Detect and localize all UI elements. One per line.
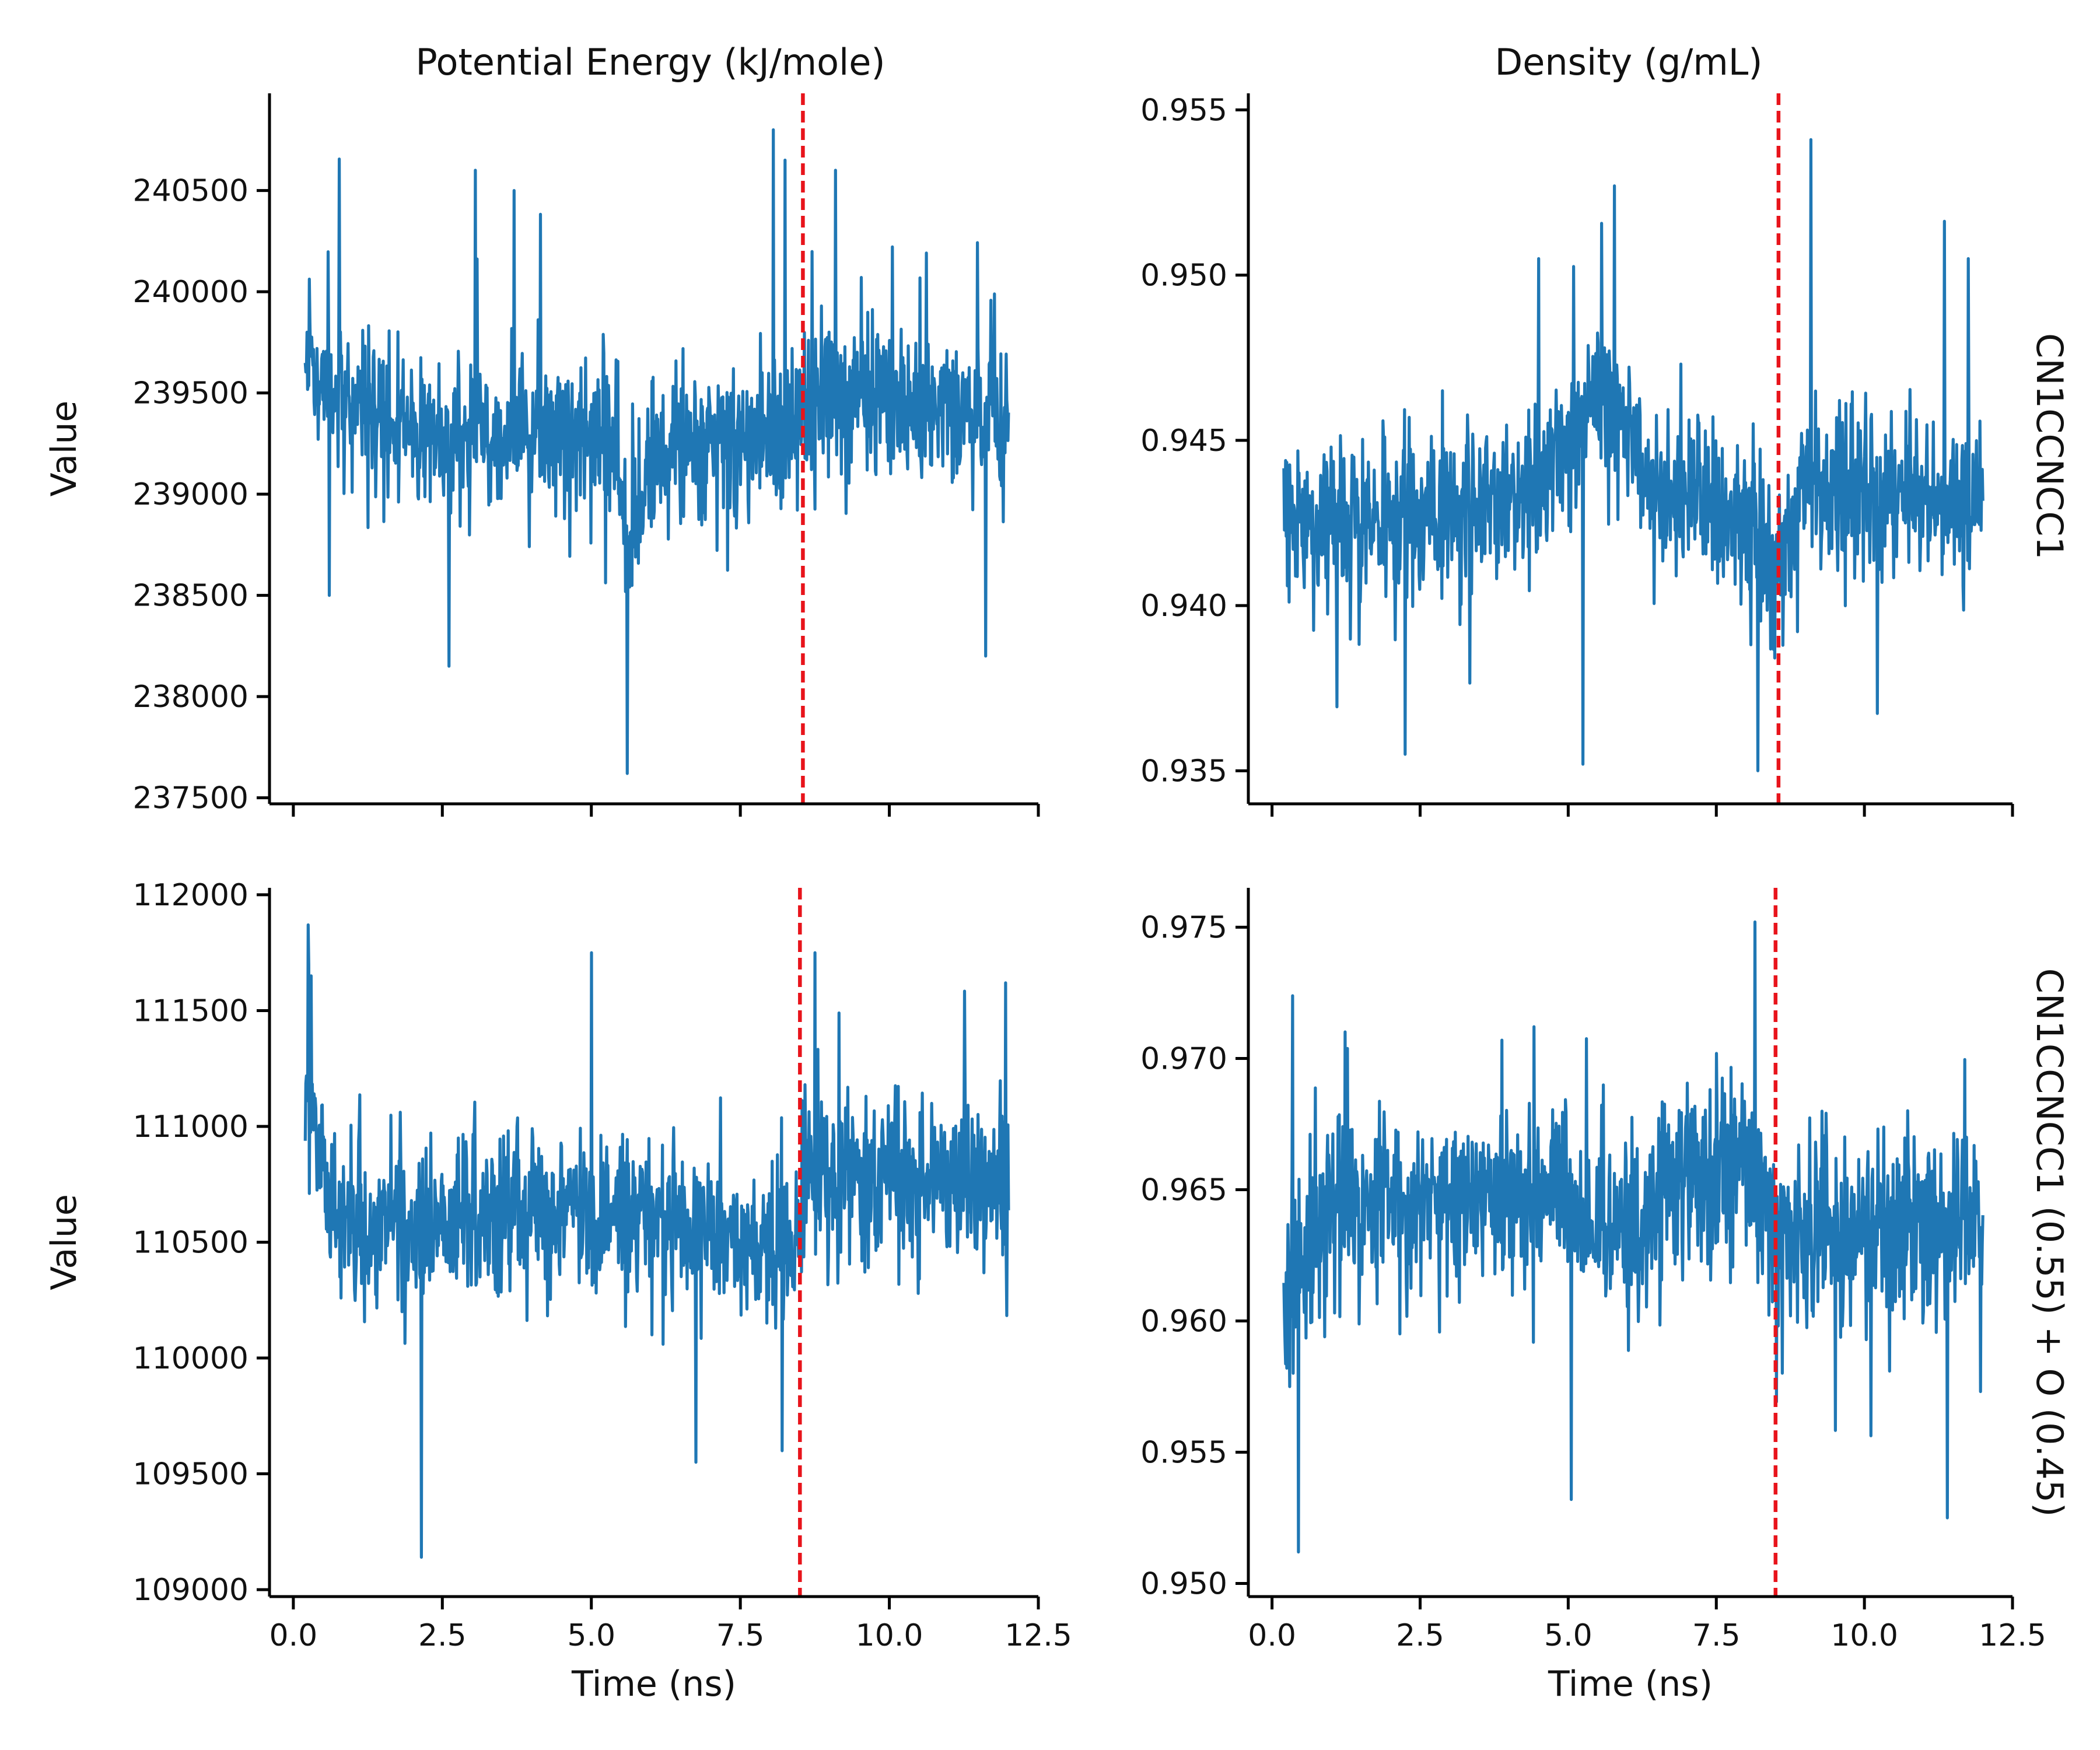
y-tick-label: 238000 bbox=[132, 680, 249, 715]
panel-2: 0.935 0.940 0.945 0.950 0.955 bbox=[1140, 93, 2014, 817]
panels: 237500 238000 238500 239000 239500 240000 2405… bbox=[44, 93, 2046, 1704]
y-tick-label: 240500 bbox=[132, 174, 249, 209]
x-tick-label: 5.0 bbox=[1544, 1618, 1592, 1653]
y-tick-label: 111000 bbox=[132, 1110, 249, 1144]
y-tick-label: 109500 bbox=[132, 1457, 249, 1492]
y-tick-label: 112000 bbox=[132, 878, 249, 913]
y-tick-label: 0.950 bbox=[1140, 1567, 1227, 1602]
panel-3: 109000 109500 110000 110500 111000 111500 1120… bbox=[44, 878, 1072, 1704]
x-tick-label: 0.0 bbox=[1248, 1618, 1296, 1653]
y-tick-label: 237500 bbox=[132, 781, 249, 816]
panel-1: 237500 238000 238500 239000 239500 240000 2405… bbox=[44, 93, 1040, 817]
y-tick-label: 0.965 bbox=[1140, 1173, 1227, 1208]
y-axis-title: Value bbox=[44, 1194, 85, 1290]
y-tick-label: 0.955 bbox=[1140, 93, 1227, 128]
y-axis-title: Value bbox=[44, 401, 85, 497]
x-axis-title: Time (ns) bbox=[571, 1664, 736, 1704]
row-label-bottom: CN1CCNCC1 (0.55) + O (0.45) bbox=[2028, 968, 2071, 1517]
y-tick-label: 110500 bbox=[132, 1226, 249, 1261]
y-tick-label: 0.975 bbox=[1140, 911, 1227, 946]
x-tick-label: 7.5 bbox=[716, 1618, 765, 1653]
x-axis-title: Time (ns) bbox=[1548, 1664, 1713, 1704]
x-tick-label: 2.5 bbox=[418, 1618, 467, 1653]
panel-4: 0.950 0.955 0.960 0.965 0.970 0.975 0.0 2.5 5.0 7… bbox=[1140, 888, 2046, 1704]
y-tick-label: 0.940 bbox=[1140, 589, 1227, 624]
y-tick-label: 0.960 bbox=[1140, 1304, 1227, 1339]
series-line bbox=[1282, 920, 1985, 1554]
column-title-density: Density (g/mL) bbox=[1495, 41, 1763, 83]
y-tick-label: 240000 bbox=[132, 275, 249, 310]
series-line bbox=[1282, 138, 1985, 772]
x-tick-label: 7.5 bbox=[1692, 1618, 1741, 1653]
x-tick-label: 12.5 bbox=[1979, 1618, 2046, 1653]
y-tick-label: 0.935 bbox=[1140, 754, 1227, 789]
x-tick-label: 10.0 bbox=[1831, 1618, 1898, 1653]
series-line bbox=[303, 923, 1010, 1559]
y-tick-label: 0.945 bbox=[1140, 424, 1227, 459]
y-tick-label: 0.955 bbox=[1140, 1436, 1227, 1471]
y-tick-label: 239000 bbox=[132, 477, 249, 512]
y-tick-label: 0.950 bbox=[1140, 258, 1227, 293]
y-tick-label: 110000 bbox=[132, 1341, 249, 1376]
x-tick-label: 5.0 bbox=[567, 1618, 615, 1653]
y-tick-label: 111500 bbox=[132, 993, 249, 1028]
y-tick-label: 238500 bbox=[132, 579, 249, 614]
x-tick-label: 12.5 bbox=[1005, 1618, 1072, 1653]
x-tick-label: 2.5 bbox=[1396, 1618, 1444, 1653]
series-line bbox=[303, 128, 1010, 775]
column-title-potential-energy: Potential Energy (kJ/mole) bbox=[415, 41, 885, 83]
x-tick-label: 0.0 bbox=[270, 1618, 318, 1653]
y-tick-label: 109000 bbox=[132, 1573, 249, 1608]
y-tick-label: 239500 bbox=[132, 376, 249, 411]
x-tick-label: 10.0 bbox=[856, 1618, 923, 1653]
row-label-top: CN1CCNCC1 bbox=[2028, 333, 2071, 559]
y-tick-label: 0.970 bbox=[1140, 1042, 1227, 1077]
